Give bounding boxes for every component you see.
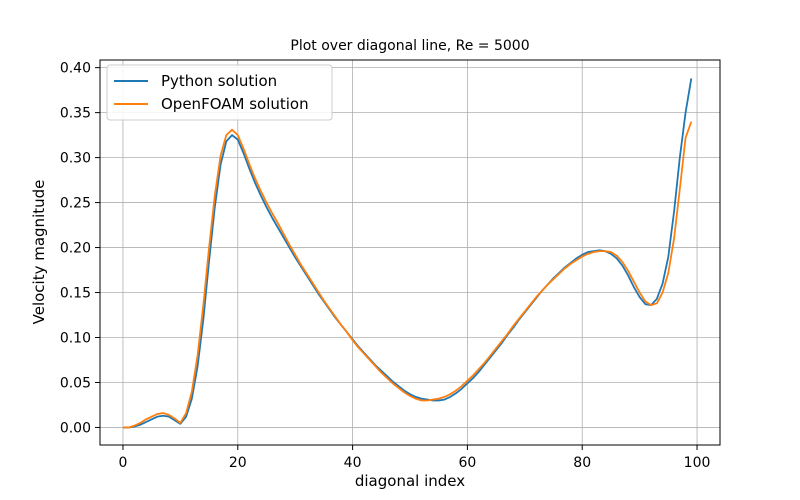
legend-label-0: Python solution: [161, 72, 277, 90]
series-line-1: [122, 121, 693, 429]
axis-ticks: 0 20 40 60 80 100 0.00 0.05 0.10 0.15 0.20 0.25 0.30…: [60, 61, 711, 471]
plot-area: [100, 60, 720, 445]
x-axis-label: diagonal index: [355, 472, 465, 490]
y-tick-label: 0.00: [60, 420, 91, 436]
y-tick-label: 0.10: [60, 331, 91, 347]
legend-box: [106, 64, 333, 121]
y-tick-label: 0.20: [60, 241, 91, 257]
y-axis-label: Velocity magnitude: [30, 180, 48, 325]
y-tick-label: 0.35: [60, 106, 91, 122]
y-tick-label: 0.25: [60, 196, 91, 212]
x-tick-label: 0: [119, 455, 128, 471]
x-tick-label: 100: [684, 455, 711, 471]
legend: Python solution OpenFOAM solution: [106, 64, 333, 121]
y-tick-label: 0.40: [60, 61, 91, 77]
legend-label-1: OpenFOAM solution: [161, 95, 309, 113]
x-tick-label: 60: [458, 455, 476, 471]
x-tick-label: 80: [573, 455, 591, 471]
x-tick-label: 40: [344, 455, 362, 471]
x-tick-label: 20: [229, 455, 247, 471]
series-lines: [122, 78, 693, 429]
y-tick-label: 0.05: [60, 375, 91, 391]
y-tick-label: 0.30: [60, 151, 91, 167]
chart-title: Plot over diagonal line, Re = 5000: [290, 38, 529, 54]
grid-lines: [100, 60, 720, 445]
y-tick-label: 0.15: [60, 286, 91, 302]
plot-frame: [99, 59, 721, 446]
